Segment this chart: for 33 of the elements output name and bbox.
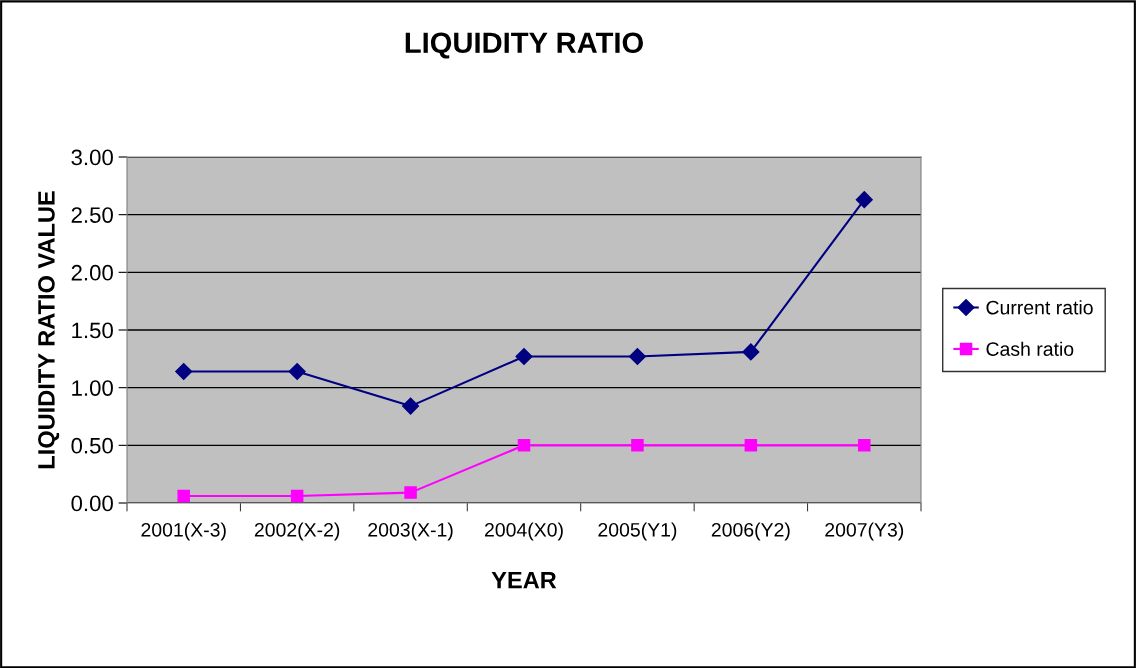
x-tick-label: 2007(Y3) (825, 522, 904, 541)
y-tick-label: 1.50 (72, 322, 113, 339)
legend-label: Cash ratio (986, 341, 1074, 356)
point (742, 343, 760, 361)
x-tick-label: 2004(X0) (484, 522, 563, 541)
point (177, 489, 190, 503)
y-axis-title: LIQUIDITY RATIO VALUE (38, 191, 60, 469)
chart-title: LIQUIDITY RATIO (405, 32, 643, 59)
y-tick-label: 1.00 (72, 380, 113, 396)
y-tick-label: 0.00 (71, 495, 113, 512)
point (855, 191, 873, 209)
y-tick-label: 2.00 (71, 264, 113, 281)
legend-label: Current ratio (986, 300, 1093, 315)
point (175, 362, 193, 381)
point (404, 486, 417, 499)
point (858, 439, 871, 452)
y-tick-label: 0.50 (71, 437, 113, 454)
y-tick-label: 3.00 (71, 149, 113, 166)
point (402, 397, 420, 415)
x-tick-label: 2005(Y1) (598, 522, 677, 541)
point (515, 347, 533, 366)
x-tick-label: 2003(X-1) (368, 522, 453, 541)
point (744, 439, 758, 452)
point (517, 439, 531, 452)
x-axis-title: YEAR (491, 571, 557, 589)
point (288, 362, 306, 381)
x-tick-label: 2006(Y2) (711, 522, 790, 541)
y-tick-label: 2.50 (71, 207, 113, 223)
x-tick-label: 2002(X-2) (254, 522, 340, 541)
point (631, 439, 644, 452)
point (290, 489, 304, 503)
x-tick-label: 2001(X-3) (141, 522, 226, 541)
point (628, 347, 646, 366)
